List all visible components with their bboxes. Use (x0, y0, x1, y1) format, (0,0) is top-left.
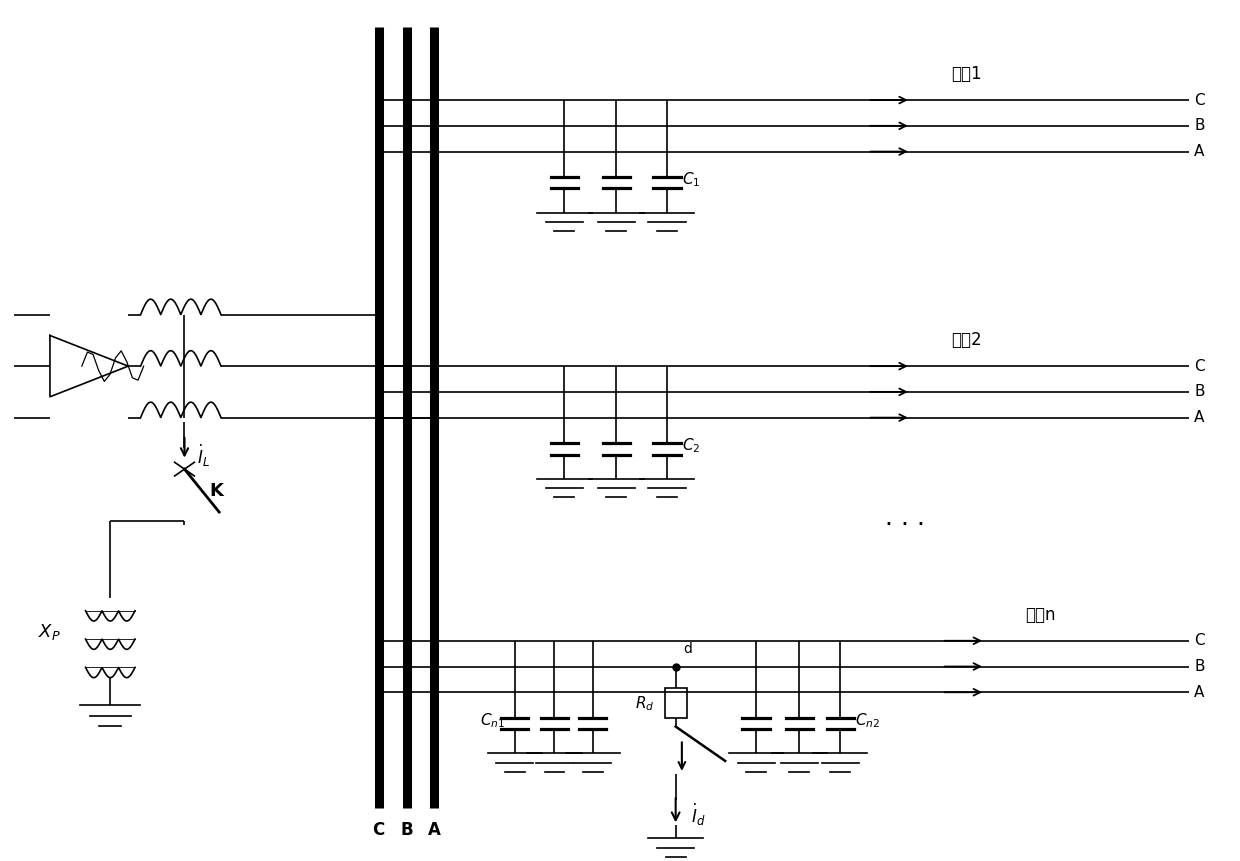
Text: C: C (372, 821, 384, 839)
Text: C: C (1194, 93, 1205, 108)
Text: $C_2$: $C_2$ (682, 437, 701, 455)
Text: $R_d$: $R_d$ (635, 694, 655, 713)
Text: $C_{n2}$: $C_{n2}$ (856, 711, 880, 730)
Text: A: A (428, 821, 441, 839)
Text: A: A (1194, 144, 1204, 159)
Text: 线路1: 线路1 (951, 65, 982, 83)
Text: K: K (210, 481, 223, 499)
Text: d: d (683, 642, 692, 656)
Text: 线路n: 线路n (1025, 605, 1056, 623)
Text: B: B (1194, 659, 1204, 674)
Text: B: B (1194, 384, 1204, 400)
Text: · · ·: · · · (884, 513, 925, 537)
Text: A: A (1194, 684, 1204, 700)
Bar (665, 688, 687, 718)
Text: $\dot{I}_d$: $\dot{I}_d$ (691, 802, 706, 828)
Text: $C_{n1}$: $C_{n1}$ (480, 711, 505, 730)
Text: $X_P$: $X_P$ (38, 623, 61, 642)
Text: C: C (1194, 359, 1205, 374)
Text: C: C (1194, 633, 1205, 648)
Text: A: A (1194, 410, 1204, 425)
Text: 线路2: 线路2 (951, 331, 982, 349)
Text: B: B (1194, 118, 1204, 133)
Text: $\dot{I}_L$: $\dot{I}_L$ (197, 443, 210, 469)
Text: B: B (401, 821, 413, 839)
Text: $C_1$: $C_1$ (682, 170, 701, 189)
